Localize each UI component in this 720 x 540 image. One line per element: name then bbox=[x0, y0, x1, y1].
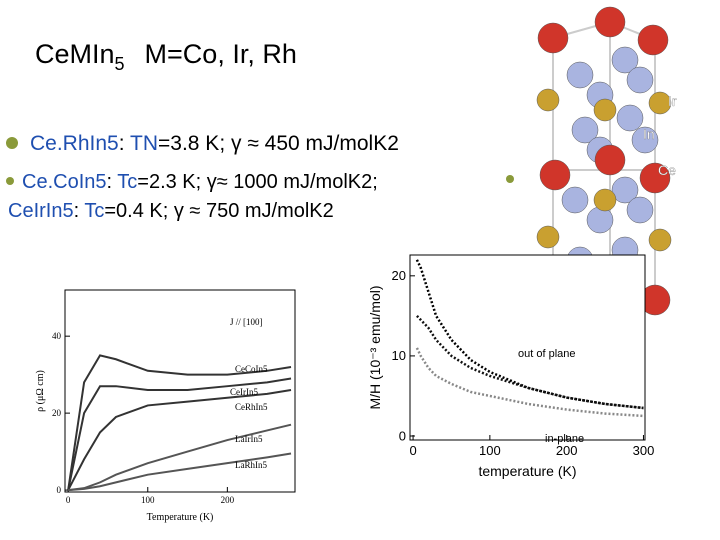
y-tick-label: 20 bbox=[392, 268, 406, 283]
atom bbox=[626, 66, 654, 94]
y-axis-label: M/H (10⁻³ emu/mol) bbox=[367, 285, 383, 409]
atom bbox=[594, 144, 626, 176]
data-line bbox=[68, 423, 292, 492]
data-line bbox=[67, 377, 292, 491]
y-tick-label: 0 bbox=[399, 428, 406, 443]
y-tick-label: 40 bbox=[52, 331, 62, 341]
bullet bbox=[6, 137, 18, 149]
bullet-part: : bbox=[107, 171, 118, 193]
bullet-part: : bbox=[119, 132, 130, 155]
bullet-part: =3.8 K; γ ≈ 450 mJ/molK2 bbox=[158, 132, 399, 155]
bullet-part: Tc bbox=[117, 171, 137, 193]
atom bbox=[586, 206, 614, 234]
annotation: out of plane bbox=[518, 348, 576, 360]
title-rest: M=Co, Ir, Rh bbox=[145, 39, 297, 69]
atom bbox=[626, 196, 654, 224]
x-tick-label: 100 bbox=[141, 495, 155, 505]
atom bbox=[593, 188, 617, 212]
atom bbox=[639, 162, 671, 194]
atom bbox=[539, 159, 571, 191]
data-line bbox=[416, 315, 644, 410]
bullet-part: Ce.CoIn5 bbox=[22, 171, 107, 193]
data-line bbox=[68, 452, 292, 492]
x-tick-label: 0 bbox=[409, 443, 416, 458]
x-axis-label: temperature (K) bbox=[478, 463, 576, 479]
bullet-text: CeIrIn5: Tc=0.4 K; γ ≈ 750 mJ/molK2 bbox=[8, 200, 334, 222]
bullet-text: Ce.RhIn5: TN=3.8 K; γ ≈ 450 mJ/molK2 bbox=[30, 132, 399, 155]
atom bbox=[611, 176, 639, 204]
atom bbox=[594, 6, 626, 38]
annotation: J // [100] bbox=[230, 317, 263, 327]
atom-label: Ir bbox=[668, 93, 677, 109]
annotation: CeCoIn5 bbox=[235, 364, 268, 374]
title-main: CeMIn bbox=[35, 39, 115, 69]
annotation: LaRhIn5 bbox=[235, 460, 267, 470]
bullet-part: : bbox=[74, 200, 85, 222]
data-line bbox=[67, 354, 292, 491]
atom bbox=[648, 228, 672, 252]
atom bbox=[536, 88, 560, 112]
atom bbox=[637, 24, 669, 56]
x-tick-label: 100 bbox=[479, 443, 501, 458]
atom-label: In bbox=[643, 126, 655, 142]
bullet bbox=[506, 175, 514, 183]
x-axis-label: Temperature (K) bbox=[147, 512, 214, 523]
data-line bbox=[67, 389, 292, 491]
x-tick-label: 0 bbox=[66, 495, 71, 505]
atom bbox=[536, 225, 560, 249]
atom bbox=[537, 22, 569, 54]
bullet-part: CeIrIn5 bbox=[8, 200, 74, 222]
y-tick-label: 10 bbox=[392, 348, 406, 363]
annotation: CeIrIn5 bbox=[230, 387, 258, 397]
annotation: CeRhIn5 bbox=[235, 402, 268, 412]
x-tick-label: 200 bbox=[556, 443, 578, 458]
atom bbox=[593, 98, 617, 122]
data-line bbox=[415, 347, 644, 418]
bullet-text: Ce.CoIn5: Tc=2.3 K; γ≈ 1000 mJ/molK2; bbox=[22, 171, 378, 193]
y-axis-label: ρ (μΩ cm) bbox=[35, 370, 46, 412]
bullet-part: =2.3 K; γ≈ 1000 mJ/molK2; bbox=[137, 171, 378, 193]
bullet-part: =0.4 K; γ ≈ 750 mJ/molK2 bbox=[104, 200, 333, 222]
atom-label: Ce bbox=[658, 162, 676, 178]
plot-area bbox=[409, 254, 646, 441]
title-subscript: 5 bbox=[115, 54, 125, 74]
atom bbox=[648, 91, 672, 115]
x-tick-label: 300 bbox=[633, 443, 655, 458]
atom bbox=[611, 46, 639, 74]
annotation: in-plane bbox=[545, 433, 584, 445]
x-tick-label: 200 bbox=[221, 495, 235, 505]
bullet-part: Ce.RhIn5 bbox=[30, 132, 119, 155]
y-tick-label: 20 bbox=[52, 408, 62, 418]
bullet-part: Tc bbox=[84, 200, 104, 222]
bullet bbox=[6, 177, 14, 185]
atom bbox=[616, 104, 644, 132]
atom bbox=[561, 186, 589, 214]
annotation: LaIrIn5 bbox=[235, 434, 263, 444]
title: CeMIn5 M=Co, Ir, Rh bbox=[35, 39, 297, 74]
bullet-part: TN bbox=[130, 132, 158, 155]
atom bbox=[631, 126, 659, 154]
y-tick-label: 0 bbox=[57, 485, 62, 495]
atom bbox=[566, 61, 594, 89]
atom bbox=[571, 116, 599, 144]
